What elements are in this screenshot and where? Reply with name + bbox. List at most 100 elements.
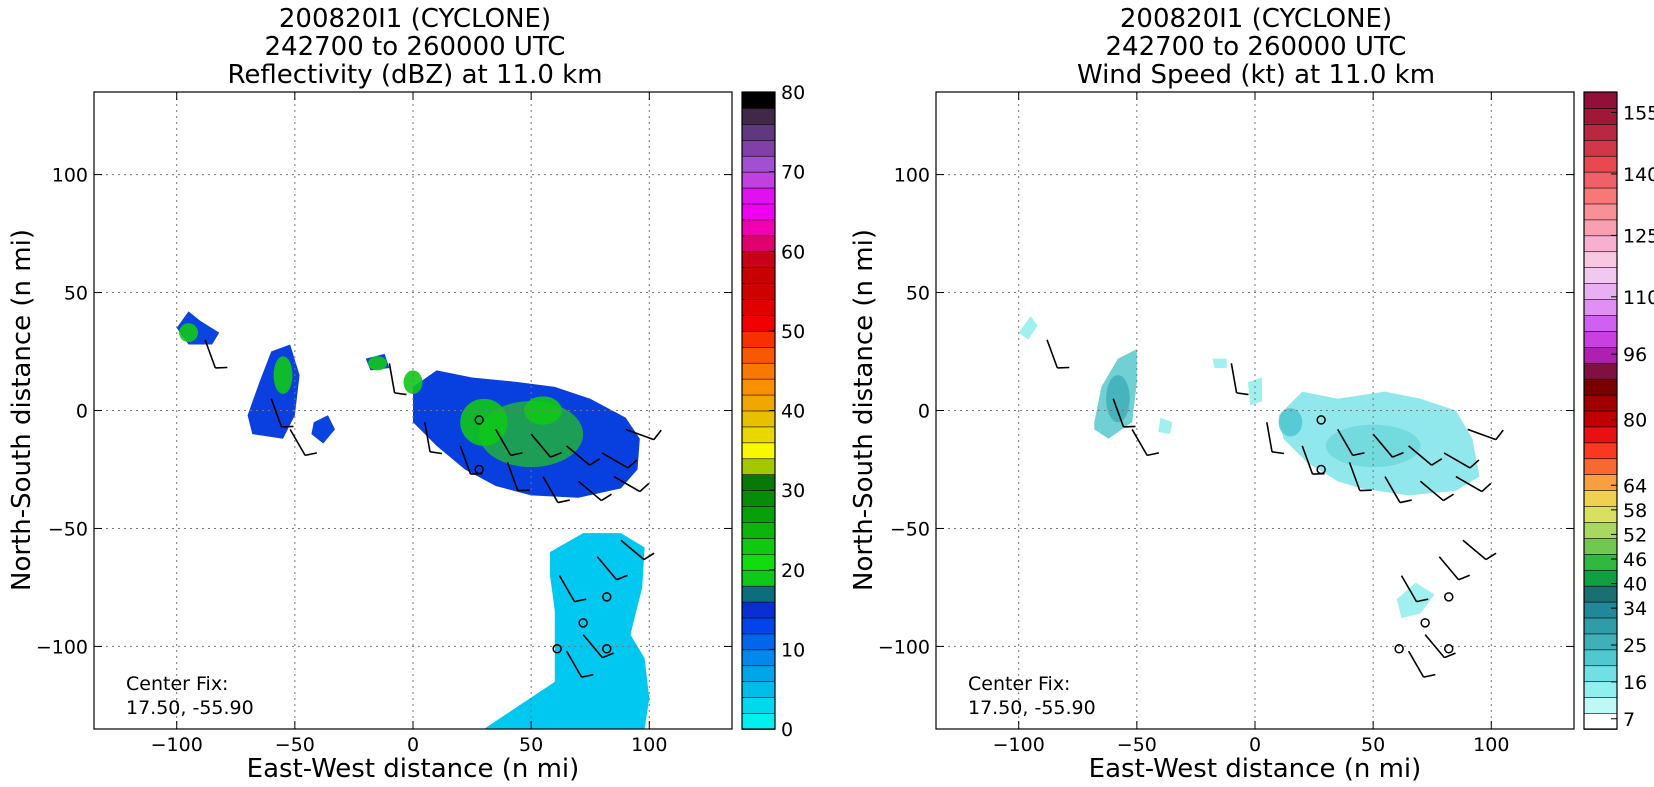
colorbar-segment <box>741 410 776 428</box>
wind-barb-staff <box>289 428 306 456</box>
y-tick-label: 100 <box>894 165 930 187</box>
panel-title-line-1: 200820I1 (CYCLONE) <box>279 4 551 34</box>
x-tick-label: 50 <box>519 734 543 756</box>
y-axis-label: North-South distance (n mi) <box>7 229 37 591</box>
echo-cell <box>1278 408 1303 437</box>
center-fix-value: 17.50, -55.90 <box>968 697 1096 719</box>
x-axis-label: East-West distance (n mi) <box>247 754 580 784</box>
wind-barb-staff <box>530 433 552 458</box>
colorbar-segment <box>1583 410 1618 428</box>
colorbar-segment <box>741 426 776 444</box>
colorbar-tick-label: 34 <box>1623 598 1647 620</box>
colorbar: 0 10 20 30 40 50 60 70 80 <box>741 82 805 741</box>
colorbar-segment <box>741 282 776 300</box>
colorbar-segment <box>1583 394 1618 412</box>
colorbar-segment <box>1583 473 1618 491</box>
wind-barb-staff <box>558 575 576 603</box>
x-tick-label: −50 <box>1117 734 1157 756</box>
colorbar-segment <box>1583 139 1618 157</box>
wind-barb-staff <box>577 480 602 502</box>
y-tick-label: 0 <box>76 401 88 423</box>
wind-speed-panel: 200820I1 (CYCLONE) 242700 to 260000 UTC … <box>849 4 1654 784</box>
colorbar-segment <box>741 696 776 714</box>
ring-marker <box>602 592 612 602</box>
colorbar-segment <box>741 521 776 539</box>
wind-barb-staff <box>596 556 618 581</box>
panel-title-line-2: 242700 to 260000 UTC <box>1106 32 1407 62</box>
colorbar-segment <box>741 664 776 683</box>
echo-region-northwest <box>1018 316 1038 340</box>
colorbar-segment <box>1583 649 1618 667</box>
colorbar-segment <box>1583 219 1618 237</box>
colorbar-segment <box>1583 187 1618 205</box>
x-tick-label: −50 <box>275 734 315 756</box>
colorbar-tick-label: 40 <box>1623 574 1647 596</box>
ring-marker <box>1444 592 1454 602</box>
y-tick-label: 50 <box>906 283 930 305</box>
colorbar-segment <box>741 330 776 348</box>
colorbar-segment <box>741 107 776 125</box>
colorbar-segment <box>1583 426 1618 444</box>
colorbar-segment <box>1583 633 1618 651</box>
colorbar-segment <box>1583 585 1618 603</box>
colorbar-segment <box>1583 346 1618 364</box>
wind-barb-flag <box>1431 458 1443 466</box>
colorbar-segment <box>741 362 776 380</box>
center-fix-label: Center Fix: <box>968 673 1070 695</box>
colorbar-tick-label: 110 <box>1623 287 1654 309</box>
colorbar-tick-label: 80 <box>1623 410 1647 432</box>
grid-layer <box>936 92 1574 729</box>
wind-barb-flag <box>1352 452 1365 457</box>
wind-barb-staff <box>495 428 512 456</box>
wind-barb-staff <box>1443 452 1471 469</box>
ring-marker <box>1420 618 1430 628</box>
ring-marker <box>1444 644 1454 654</box>
wind-barb-flag <box>1485 552 1497 561</box>
wind-barb-staff <box>1438 556 1460 581</box>
wind-barb-flag <box>589 458 601 466</box>
colorbar-segment <box>1583 537 1618 555</box>
colorbar-tick-label: 52 <box>1623 524 1647 546</box>
panel-title-line-3: Reflectivity (dBZ) at 11.0 km <box>227 60 602 90</box>
colorbar-tick-label: 46 <box>1623 549 1647 571</box>
wind-barb-staff <box>1407 650 1425 678</box>
colorbar-segment <box>741 155 776 173</box>
colorbar-segment <box>741 649 776 667</box>
colorbar-segment <box>741 442 776 460</box>
colorbar-segment <box>1583 601 1618 619</box>
wind-barb-staff <box>1467 428 1497 441</box>
wind-barb-staff <box>613 475 641 493</box>
wind-barb-staff <box>1400 575 1418 603</box>
grid-layer <box>94 92 732 729</box>
colorbar-tick-label: 30 <box>781 480 805 502</box>
colorbar-tick-label: 20 <box>781 560 805 582</box>
colorbar-segment <box>1583 266 1618 284</box>
wind-barb-flag <box>1146 452 1160 457</box>
colorbar-segment <box>741 394 776 412</box>
y-axis-label: North-South distance (n mi) <box>849 229 879 591</box>
panel-title-line-1: 200820I1 (CYCLONE) <box>1120 4 1392 34</box>
x-axis-label: East-West distance (n mi) <box>1089 754 1422 784</box>
colorbar-segment <box>741 219 776 237</box>
echo-cell <box>403 370 423 394</box>
center-fix-value: 17.50, -55.90 <box>126 697 254 719</box>
plot-area: −100 −50 0 50 100 −100 −50 0 50 100 Center Fix: 1… <box>878 91 1575 756</box>
y-tick-label: 0 <box>918 401 930 423</box>
center-fix-label: Center Fix: <box>126 673 228 695</box>
colorbar-tick-label: 96 <box>1623 344 1647 366</box>
wind-barb-staff <box>1408 445 1433 466</box>
wind-barb-flag <box>1423 673 1436 678</box>
wind-barb-staff <box>1455 475 1483 493</box>
wind-barb-flag <box>429 451 443 455</box>
colorbar-tick-label: 16 <box>1623 672 1647 694</box>
colorbar-segment <box>1583 298 1618 316</box>
colorbar-segment <box>1583 442 1618 460</box>
wind-barb-flag <box>304 452 318 457</box>
echo-cell <box>1106 375 1130 423</box>
colorbar-tick-label: 0 <box>781 719 793 741</box>
echo-region-small-1 <box>1158 417 1173 435</box>
x-tick-label: −100 <box>151 734 203 756</box>
y-tick-label: 50 <box>64 283 88 305</box>
colorbar-tick-label: 80 <box>781 82 805 104</box>
